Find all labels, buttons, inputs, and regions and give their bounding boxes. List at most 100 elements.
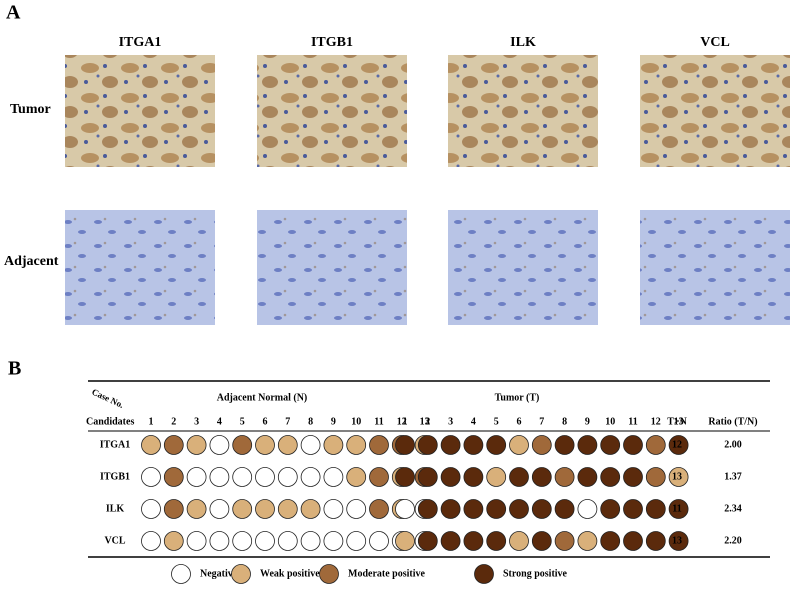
micrograph	[640, 210, 790, 325]
score-dot	[600, 531, 621, 551]
score-dot	[668, 531, 689, 551]
legend-label: Moderate positive	[348, 568, 425, 579]
case-label: Case No.	[90, 387, 125, 410]
column-header: ILK	[510, 35, 536, 50]
score-dot	[186, 499, 207, 519]
score-dot	[369, 435, 389, 455]
score-dot	[141, 467, 161, 487]
score-dot	[463, 435, 484, 455]
score-dot	[645, 499, 666, 519]
score-dot	[417, 531, 438, 551]
score-dot	[395, 499, 415, 519]
score-dot	[486, 531, 507, 551]
score-dot	[577, 435, 598, 455]
score-dot	[395, 467, 415, 487]
case-number: 2	[425, 416, 430, 427]
score-dot	[554, 531, 575, 551]
score-dot	[163, 531, 184, 551]
score-dot	[369, 467, 389, 487]
score-dot	[395, 435, 415, 455]
case-number: 10	[351, 416, 361, 427]
legend-swatch	[474, 564, 494, 584]
score-dot	[232, 435, 253, 455]
score-dot	[531, 531, 552, 551]
micrograph	[65, 210, 215, 325]
score-dot	[323, 467, 344, 487]
score-dot	[255, 531, 275, 551]
score-dot	[486, 499, 507, 519]
micrograph	[640, 55, 790, 167]
score-dot	[255, 499, 275, 519]
score-dot	[577, 531, 598, 551]
score-dot	[141, 499, 161, 519]
case-number: 8	[308, 416, 313, 427]
column-header: Ratio (T/N)	[708, 416, 757, 427]
score-dot	[623, 467, 643, 487]
case-number: 4	[471, 416, 476, 427]
score-dot	[186, 531, 207, 551]
score-dot	[232, 499, 253, 519]
case-number: 9	[331, 416, 336, 427]
score-dot	[141, 531, 161, 551]
score-dot	[645, 467, 666, 487]
score-dot	[300, 499, 321, 519]
candidate-name: ITGB1	[100, 471, 130, 482]
score-dot	[645, 435, 666, 455]
panel-b: B Case No. Candidates Adjacent Normal (N…	[8, 358, 770, 584]
column-header: ITGA1	[119, 35, 162, 50]
score-dot	[277, 531, 298, 551]
score-dot	[209, 435, 230, 455]
ratio: 2.34	[724, 503, 742, 514]
legend-swatch	[319, 564, 339, 584]
score-dot	[554, 467, 575, 487]
row-label: Adjacent	[4, 254, 59, 269]
score-dot	[163, 467, 184, 487]
score-dot	[440, 499, 461, 519]
ratio: 2.20	[724, 535, 742, 546]
score-dot	[163, 499, 184, 519]
legend-swatch	[171, 564, 191, 584]
group-header: Tumor (T)	[495, 392, 540, 403]
case-number: 9	[585, 416, 590, 427]
score-dot	[209, 531, 230, 551]
case-number: 6	[263, 416, 268, 427]
score-dot	[600, 499, 621, 519]
legend-label: Weak positive	[260, 568, 320, 579]
case-number: 2	[171, 416, 176, 427]
column-header: T>N	[667, 416, 687, 427]
micrograph	[448, 55, 598, 167]
tn-count: 12	[672, 439, 682, 450]
score-dot	[417, 467, 438, 487]
case-number: 4	[217, 416, 222, 427]
score-dot	[323, 435, 344, 455]
case-number: 12	[397, 416, 407, 427]
score-dot	[531, 435, 552, 455]
score-dot	[209, 467, 230, 487]
score-dot	[232, 531, 253, 551]
case-number: 5	[240, 416, 245, 427]
score-dot	[255, 467, 275, 487]
candidate-name: ILK	[106, 503, 125, 514]
micrograph	[257, 55, 407, 167]
score-dot	[509, 435, 529, 455]
score-dot	[417, 435, 438, 455]
case-number: 6	[517, 416, 522, 427]
score-dot	[417, 499, 438, 519]
tn-count: 11	[672, 503, 681, 514]
score-dot	[600, 467, 621, 487]
score-dot	[486, 467, 507, 487]
tn-count: 13	[672, 535, 682, 546]
score-dot	[300, 531, 321, 551]
candidate-name: ITGA1	[100, 439, 131, 450]
score-dot	[346, 467, 367, 487]
legend-label: Strong positive	[503, 568, 568, 579]
row-label: Tumor	[10, 102, 51, 117]
score-dot	[346, 531, 367, 551]
score-dot	[463, 499, 484, 519]
case-number: 11	[374, 416, 383, 427]
score-dot	[623, 531, 643, 551]
ratio: 2.00	[724, 439, 742, 450]
score-dot	[509, 499, 529, 519]
